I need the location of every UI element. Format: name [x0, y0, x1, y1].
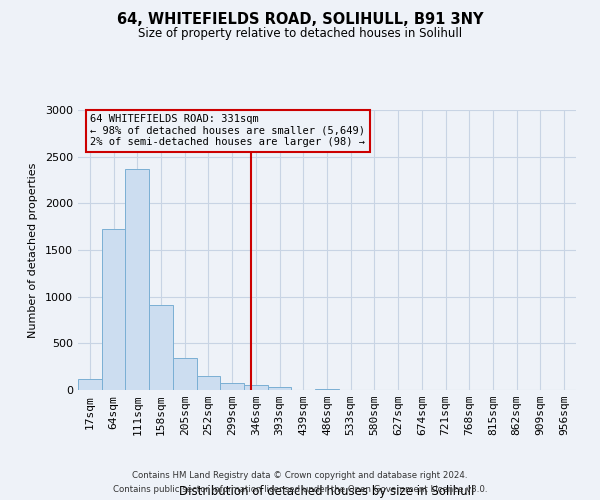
- Bar: [149, 305, 173, 390]
- X-axis label: Distribution of detached houses by size in Solihull: Distribution of detached houses by size …: [179, 486, 475, 498]
- Y-axis label: Number of detached properties: Number of detached properties: [28, 162, 38, 338]
- Bar: [220, 382, 244, 390]
- Bar: [173, 358, 197, 390]
- Bar: [78, 379, 102, 390]
- Text: 64 WHITEFIELDS ROAD: 331sqm
← 98% of detached houses are smaller (5,649)
2% of s: 64 WHITEFIELDS ROAD: 331sqm ← 98% of det…: [91, 114, 365, 148]
- Bar: [315, 388, 339, 390]
- Bar: [244, 385, 268, 390]
- Bar: [268, 387, 292, 390]
- Text: Size of property relative to detached houses in Solihull: Size of property relative to detached ho…: [138, 28, 462, 40]
- Text: Contains public sector information licensed under the Open Government Licence v3: Contains public sector information licen…: [113, 484, 487, 494]
- Text: 64, WHITEFIELDS ROAD, SOLIHULL, B91 3NY: 64, WHITEFIELDS ROAD, SOLIHULL, B91 3NY: [117, 12, 483, 28]
- Bar: [197, 376, 220, 390]
- Bar: [125, 169, 149, 390]
- Text: Contains HM Land Registry data © Crown copyright and database right 2024.: Contains HM Land Registry data © Crown c…: [132, 472, 468, 480]
- Bar: [102, 230, 125, 390]
